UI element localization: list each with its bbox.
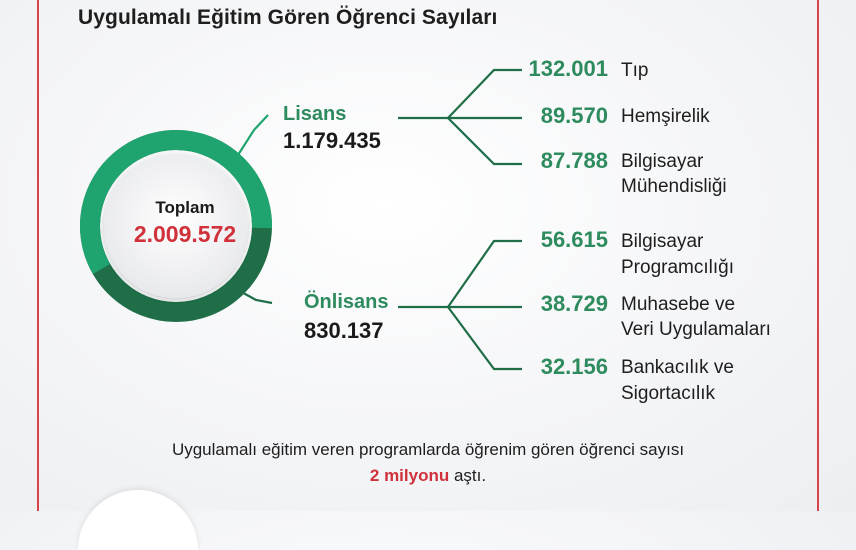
item-label-hemsirelik: Hemşirelik xyxy=(621,106,710,127)
center-label: Toplam xyxy=(155,198,215,217)
item-value-bilgisayar-muhendisligi: 87.788 xyxy=(540,148,608,173)
footer-highlight: 2 milyonu xyxy=(369,466,450,485)
frame-right-border xyxy=(817,0,819,511)
donut-inner xyxy=(104,154,248,298)
item-value-muhasebe: 38.729 xyxy=(540,291,608,316)
item-label-bankacilik-line1: Bankacılık ve xyxy=(621,357,734,378)
item-label-muhasebe-line2: Veri Uygulamaları xyxy=(621,319,771,340)
group-name-lisans: Lisans xyxy=(283,103,347,125)
connector-lisans xyxy=(237,114,269,156)
item-label-bilgisayar-programciligi-line2: Programcılığı xyxy=(621,257,734,278)
infographic-title: Uygulamalı Eğitim Gören Öğrenci Sayıları xyxy=(78,6,498,29)
item-label-muhasebe-line1: Muhasebe ve xyxy=(621,294,736,315)
frame-left-border xyxy=(37,0,39,511)
item-label-tip: Tıp xyxy=(621,60,649,81)
footer-line1: Uygulamalı eğitim veren programlarda öğr… xyxy=(171,440,685,459)
item-value-hemsirelik: 89.570 xyxy=(540,103,608,128)
item-value-bankacilik: 32.156 xyxy=(540,354,608,379)
center-total: 2.009.572 xyxy=(133,221,237,247)
item-value-bilgisayar-programciligi: 56.615 xyxy=(540,227,608,252)
item-label-bilgisayar-muhendisligi-line2: Mühendisliği xyxy=(621,176,727,197)
group-total-onlisans: 830.137 xyxy=(304,318,384,343)
tree-diagram xyxy=(80,68,522,371)
branch-lisans xyxy=(398,68,522,166)
item-label-bankacilik-line2: Sigortacılık xyxy=(621,383,715,404)
item-label-bilgisayar-muhendisligi-line1: Bilgisayar xyxy=(621,151,704,172)
donut-arc-lisans xyxy=(80,130,272,274)
connector-onlisans xyxy=(237,289,273,305)
footer-rest: aştı. xyxy=(449,466,487,485)
item-label-bilgisayar-programciligi-line1: Bilgisayar xyxy=(621,231,704,252)
footer-line2: 2 milyonu aştı. xyxy=(0,466,856,486)
group-name-onlisans: Önlisans xyxy=(304,291,389,313)
group-total-lisans: 1.179.435 xyxy=(283,128,381,153)
item-value-tip: 132.001 xyxy=(528,56,608,81)
branch-onlisans xyxy=(398,239,522,371)
